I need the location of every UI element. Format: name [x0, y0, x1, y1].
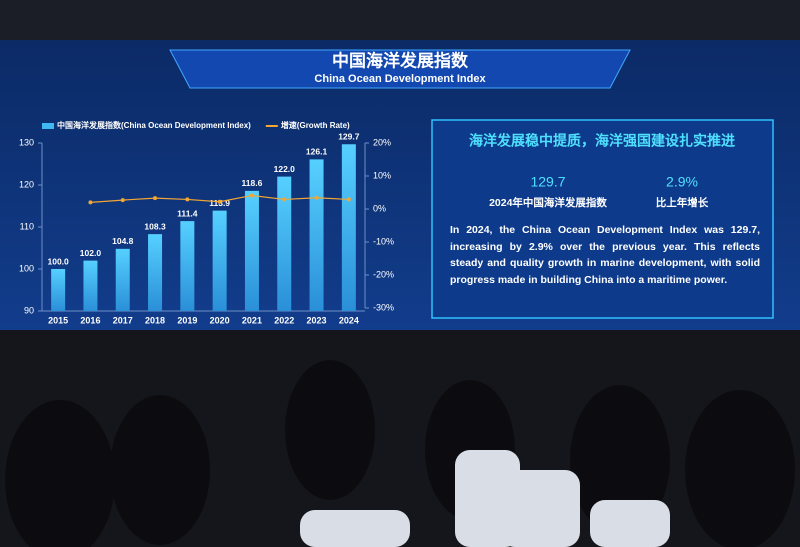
- growth-point: [346, 197, 351, 202]
- panel-text: In 2024, the China Ocean Development Ind…: [450, 224, 760, 286]
- value-label: 126.1: [306, 147, 328, 157]
- y2-tick-label: -30%: [373, 302, 394, 312]
- x-tick-label: 2017: [113, 315, 133, 325]
- x-tick-label: 2023: [307, 315, 327, 325]
- bar: [244, 190, 259, 311]
- x-tick-label: 2016: [80, 315, 100, 325]
- x-tick-label: 2024: [339, 315, 359, 325]
- bar: [115, 248, 130, 311]
- growth-point: [282, 197, 287, 202]
- growth-point: [120, 198, 125, 203]
- bar: [148, 234, 163, 311]
- panel: [431, 119, 774, 319]
- value-label: 111.4: [177, 208, 198, 218]
- value-label: 118.6: [242, 178, 263, 188]
- y-tick-label: 90: [24, 305, 34, 315]
- y2-tick-label: -10%: [373, 236, 394, 246]
- y-tick-label: 120: [19, 179, 34, 189]
- x-tick-label: 2019: [177, 315, 197, 325]
- y2-tick-label: 20%: [373, 137, 391, 147]
- y2-tick-label: -20%: [373, 269, 394, 279]
- ceiling: [0, 0, 800, 40]
- y2-tick-label: 10%: [373, 170, 391, 180]
- legend-swatch: [42, 123, 54, 129]
- y-tick-label: 110: [20, 221, 34, 231]
- bar: [277, 176, 292, 311]
- bar: [51, 269, 66, 311]
- legend-label: 增速(Growth Rate): [281, 120, 350, 130]
- x-tick-label: 2022: [274, 315, 294, 325]
- stat-label: 2024年中国海洋发展指数: [489, 196, 607, 209]
- bar: [309, 159, 324, 311]
- value-label: 122.0: [274, 164, 296, 174]
- chart-subtitle: China Ocean Development Index: [314, 73, 486, 85]
- growth-point: [314, 195, 319, 200]
- bar: [180, 221, 195, 311]
- growth-point: [153, 196, 158, 201]
- x-tick-label: 2015: [48, 315, 68, 325]
- x-tick-label: 2020: [210, 315, 230, 325]
- stat-value: 129.7: [530, 174, 565, 190]
- value-label: 104.8: [112, 236, 134, 246]
- value-label: 108.3: [144, 221, 166, 231]
- stat-label: 比上年增长: [656, 196, 709, 209]
- bar: [341, 144, 356, 311]
- audience: [5, 360, 795, 547]
- y2-tick-label: 0%: [373, 203, 386, 213]
- value-label: 102.0: [80, 248, 102, 258]
- y-tick-label: 100: [19, 263, 34, 273]
- growth-point: [88, 200, 93, 205]
- growth-point: [185, 197, 190, 202]
- x-tick-label: 2018: [145, 315, 165, 325]
- title-banner: [169, 49, 631, 89]
- bar: [83, 260, 98, 311]
- panel-heading: 海洋发展稳中提质，海洋强国建设扎实推进: [469, 133, 735, 149]
- y-tick-label: 130: [19, 137, 34, 147]
- bar: [212, 210, 227, 311]
- chair-backs: [300, 450, 670, 547]
- x-tick-label: 2021: [242, 315, 262, 325]
- growth-point: [217, 199, 222, 204]
- growth-point: [249, 193, 254, 198]
- stat-value: 2.9%: [666, 174, 698, 190]
- chart-title: 中国海洋发展指数: [332, 50, 469, 70]
- value-label: 100.0: [48, 256, 70, 266]
- legend-label: 中国海洋发展指数(China Ocean Development Index): [57, 120, 251, 130]
- value-label: 129.7: [338, 132, 360, 142]
